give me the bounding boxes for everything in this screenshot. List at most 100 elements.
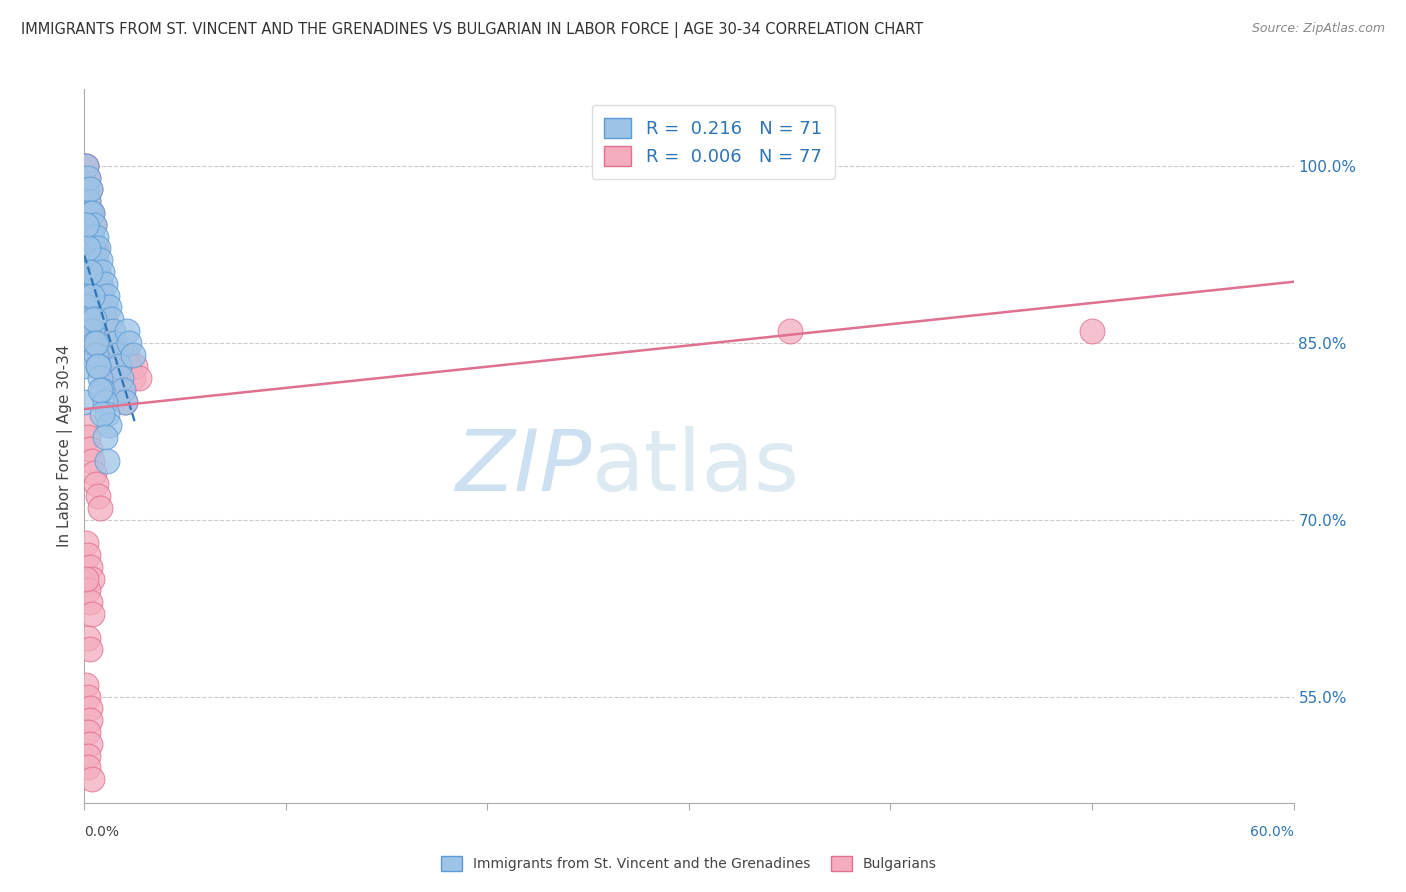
- Point: [128, 371, 150, 385]
- Point: [77, 194, 100, 209]
- Point: [86, 277, 108, 291]
- Point: [79, 642, 101, 657]
- Point: [89, 277, 111, 291]
- Point: [79, 206, 101, 220]
- Point: [79, 265, 101, 279]
- Point: [79, 560, 101, 574]
- Point: [107, 359, 129, 374]
- Point: [82, 324, 104, 338]
- Point: [114, 394, 136, 409]
- Legend: Immigrants from St. Vincent and the Grenadines, Bulgarians: Immigrants from St. Vincent and the Gren…: [434, 849, 943, 878]
- Point: [87, 242, 110, 256]
- Text: 0.0%: 0.0%: [84, 825, 120, 839]
- Text: ZIP: ZIP: [456, 425, 592, 509]
- Point: [121, 371, 143, 385]
- Point: [82, 242, 104, 256]
- Point: [97, 301, 120, 315]
- Point: [82, 229, 104, 244]
- Point: [75, 253, 97, 268]
- Point: [83, 253, 105, 268]
- Point: [118, 359, 141, 374]
- Text: IMMIGRANTS FROM ST. VINCENT AND THE GRENADINES VS BULGARIAN IN LABOR FORCE | AGE: IMMIGRANTS FROM ST. VINCENT AND THE GREN…: [21, 22, 924, 38]
- Point: [91, 288, 114, 302]
- Point: [82, 277, 104, 291]
- Point: [79, 737, 101, 751]
- Point: [111, 383, 134, 397]
- Point: [83, 466, 105, 480]
- Point: [77, 170, 100, 185]
- Point: [101, 348, 124, 362]
- Y-axis label: In Labor Force | Age 30-34: In Labor Force | Age 30-34: [58, 344, 73, 548]
- Point: [82, 772, 104, 787]
- Point: [73, 312, 96, 326]
- Point: [82, 572, 104, 586]
- Point: [73, 394, 96, 409]
- Point: [75, 242, 97, 256]
- Point: [89, 335, 111, 350]
- Point: [96, 335, 118, 350]
- Point: [77, 725, 100, 739]
- Point: [121, 348, 143, 362]
- Point: [79, 229, 101, 244]
- Point: [77, 194, 100, 209]
- Point: [89, 312, 111, 326]
- Text: Source: ZipAtlas.com: Source: ZipAtlas.com: [1251, 22, 1385, 36]
- Point: [87, 265, 110, 279]
- Point: [105, 371, 128, 385]
- Point: [89, 253, 111, 268]
- Point: [118, 335, 141, 350]
- Point: [100, 312, 122, 326]
- Point: [73, 312, 96, 326]
- Point: [93, 277, 115, 291]
- Point: [91, 265, 114, 279]
- Point: [77, 229, 100, 244]
- Point: [82, 206, 104, 220]
- Point: [77, 631, 100, 645]
- Point: [114, 394, 136, 409]
- Point: [79, 229, 101, 244]
- Point: [79, 442, 101, 456]
- Point: [104, 359, 127, 374]
- Point: [79, 253, 101, 268]
- Point: [87, 489, 110, 503]
- Point: [91, 407, 114, 421]
- Point: [79, 182, 101, 196]
- Point: [89, 383, 111, 397]
- Point: [77, 760, 100, 774]
- Point: [82, 253, 104, 268]
- Point: [89, 371, 111, 385]
- Point: [73, 335, 96, 350]
- Point: [86, 253, 108, 268]
- Point: [86, 348, 108, 362]
- Point: [82, 607, 104, 621]
- Point: [93, 335, 115, 350]
- Text: atlas: atlas: [592, 425, 800, 509]
- Point: [124, 359, 146, 374]
- Point: [104, 335, 127, 350]
- Point: [75, 572, 97, 586]
- Point: [75, 206, 97, 220]
- Point: [77, 690, 100, 704]
- Point: [83, 335, 105, 350]
- Point: [93, 312, 115, 326]
- Point: [87, 265, 110, 279]
- Point: [93, 430, 115, 444]
- Point: [79, 206, 101, 220]
- Point: [83, 218, 105, 232]
- Point: [75, 182, 97, 196]
- Point: [77, 583, 100, 598]
- Point: [87, 359, 110, 374]
- Point: [86, 477, 108, 491]
- Point: [101, 324, 124, 338]
- Point: [75, 159, 97, 173]
- Point: [77, 301, 100, 315]
- Point: [82, 454, 104, 468]
- Point: [93, 394, 115, 409]
- Point: [83, 218, 105, 232]
- Point: [83, 242, 105, 256]
- Point: [83, 312, 105, 326]
- Point: [89, 500, 111, 515]
- Point: [77, 242, 100, 256]
- Point: [77, 430, 100, 444]
- Point: [86, 277, 108, 291]
